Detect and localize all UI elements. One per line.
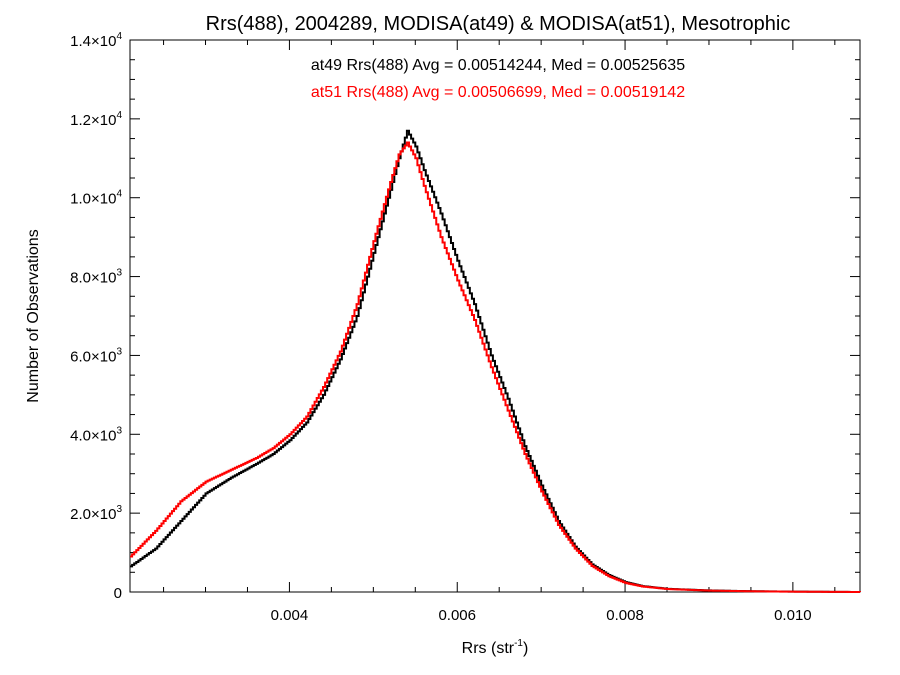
x-axis-label-end: ) <box>523 640 528 657</box>
series-line-at49 <box>130 129 861 593</box>
x-tick-label: 0.008 <box>606 607 644 624</box>
chart-title: Rrs(488), 2004289, MODISA(at49) & MODISA… <box>206 13 791 35</box>
x-tick-label: 0.004 <box>271 607 309 624</box>
x-axis-label-base: Rrs (str <box>462 640 515 657</box>
y-tick-label: 4.0×103 <box>70 425 122 444</box>
y-tick-label: 1.2×104 <box>70 110 122 129</box>
y-tick-label: 0 <box>114 585 122 602</box>
annotation-at51: at51 Rrs(488) Avg = 0.00506699, Med = 0.… <box>311 84 685 101</box>
y-tick-label: 1.0×104 <box>70 189 122 208</box>
x-axis-label: Rrs (str-1) <box>462 638 529 657</box>
x-tick-label: 0.006 <box>438 607 476 624</box>
series-layer <box>130 129 861 593</box>
plot-frame <box>129 39 861 593</box>
y-tick-label: 6.0×103 <box>70 346 122 365</box>
x-axis-label-sup: -1 <box>514 638 523 649</box>
x-axis: 0.004 0.006 0.008 0.010 <box>163 40 836 624</box>
series-line-at51 <box>130 141 861 593</box>
annotation-at49: at49 Rrs(488) Avg = 0.00514244, Med = 0.… <box>311 57 685 74</box>
y-tick-label: 8.0×103 <box>70 268 122 287</box>
y-tick-label: 2.0×103 <box>70 504 122 523</box>
y-axis-label: Number of Observations <box>25 229 42 402</box>
y-tick-label: 1.4×104 <box>70 31 122 50</box>
annotations: at49 Rrs(488) Avg = 0.00514244, Med = 0.… <box>311 57 685 101</box>
y-axis: 0 2.0×103 4.0×103 6.0×103 8.0×103 1.0×104 1.2×… <box>70 31 860 602</box>
x-tick-label: 0.010 <box>774 607 812 624</box>
